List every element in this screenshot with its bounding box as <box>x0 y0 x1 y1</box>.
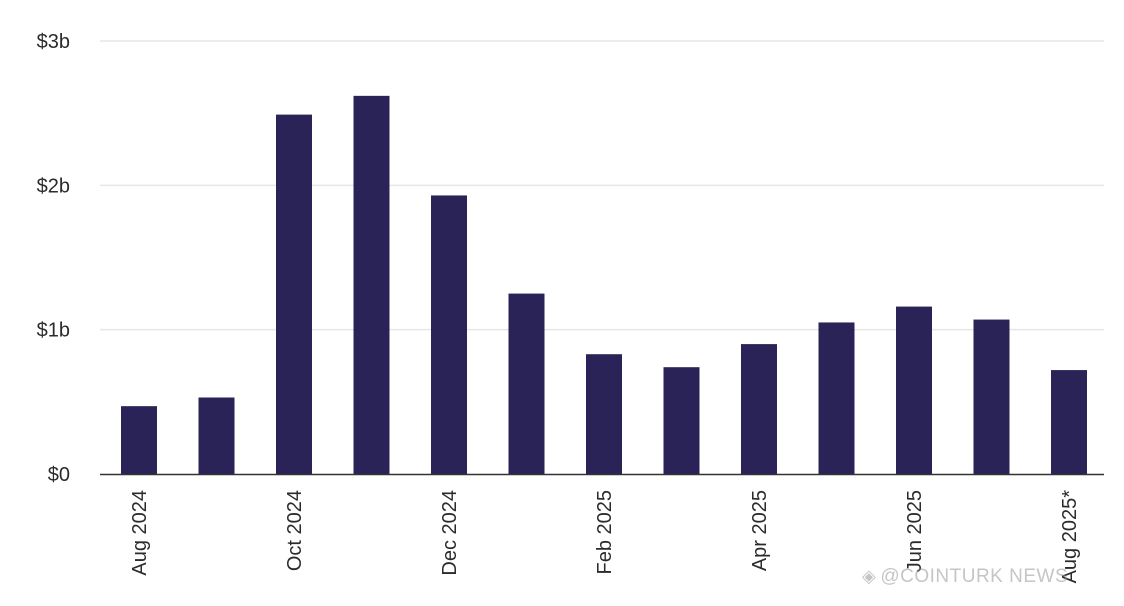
y-tick-label: $2b <box>37 175 70 197</box>
y-tick-label: $1b <box>37 320 70 342</box>
x-tick-label: Oct 2024 <box>284 490 306 571</box>
bar <box>121 406 157 474</box>
bar <box>276 114 312 475</box>
x-tick-label: Jun 2025 <box>904 490 926 572</box>
y-tick-label: $0 <box>48 464 70 486</box>
bar <box>741 344 777 474</box>
bars <box>121 95 1087 475</box>
watermark-text: @COINTURK NEWS <box>880 566 1069 587</box>
y-tick-label: $3b <box>37 31 70 53</box>
x-tick-label: Dec 2024 <box>439 490 461 576</box>
bar <box>198 397 235 474</box>
x-tick-label: Feb 2025 <box>594 490 616 575</box>
bar <box>353 95 390 474</box>
bar <box>431 195 467 475</box>
x-tick-label: Apr 2025 <box>749 490 771 571</box>
y-axis-tick-labels: $0 $1b $2b $3b <box>37 31 70 486</box>
bar <box>818 322 855 474</box>
diamond-logo-icon: ◈ <box>862 566 877 586</box>
x-tick-label: Aug 2025* <box>1059 490 1081 584</box>
bar <box>586 354 622 474</box>
bar <box>896 306 932 474</box>
bar <box>1051 370 1087 474</box>
watermark: ◈ @COINTURK NEWS <box>862 566 1068 588</box>
x-tick-label: Aug 2024 <box>129 490 151 576</box>
bar <box>508 293 545 474</box>
x-axis-tick-labels: Aug 2024 Oct 2024 Dec 2024 Feb 2025 Apr 2025… <box>129 490 1081 584</box>
bar <box>973 319 1010 474</box>
grid-lines <box>100 40 1104 331</box>
bar <box>663 367 700 474</box>
